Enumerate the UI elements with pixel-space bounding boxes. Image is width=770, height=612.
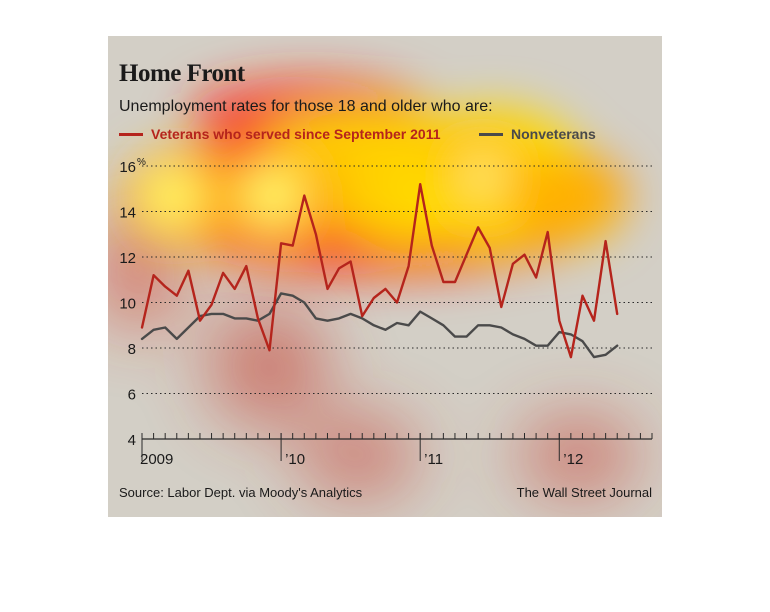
x-axis: 2009 ’10 ’11 ’12 xyxy=(140,433,653,468)
publisher-credit: The Wall Street Journal xyxy=(516,485,652,500)
x-tick-label-2010-01: ’10 xyxy=(285,451,305,468)
chart-card: 4 6 8 10 12 14 16% 2009 ’10 ’11 ’12 Home Front Un… xyxy=(108,36,662,517)
series-line-veterans xyxy=(140,182,619,359)
x-tick-label-2009-01: 2009 xyxy=(140,451,173,468)
y-tick-label-14: 14 xyxy=(119,205,136,222)
legend-label-veterans: Veterans who served since September 2011 xyxy=(151,126,441,142)
legend-label-nonveterans: Nonveterans xyxy=(511,126,596,142)
y-tick-label-12: 12 xyxy=(119,250,136,267)
x-tick-label-2012-01: ’12 xyxy=(563,451,583,468)
chart-title: Home Front xyxy=(119,60,245,87)
legend-item-veterans: Veterans who served since September 2011 xyxy=(119,126,441,142)
x-tick-label-2011-01: ’11 xyxy=(424,451,443,468)
line-chart: 4 6 8 10 12 14 16% 2009 ’10 ’11 ’12 xyxy=(119,157,653,468)
chart-subtitle: Unemployment rates for those 18 and olde… xyxy=(119,98,493,115)
source-note: Source: Labor Dept. via Moody's Analytic… xyxy=(119,485,363,500)
grid-lines xyxy=(142,165,652,394)
y-tick-label-10: 10 xyxy=(119,296,136,313)
series-lines xyxy=(140,182,619,359)
legend-swatch-nonveterans xyxy=(479,132,503,136)
y-unit-label: % xyxy=(137,157,146,168)
y-tick-label-6: 6 xyxy=(128,387,136,404)
y-axis: 4 6 8 10 12 14 16% xyxy=(119,157,146,449)
legend-item-nonveterans: Nonveterans xyxy=(479,126,596,142)
legend-swatch-veterans xyxy=(119,132,143,136)
y-tick-label-8: 8 xyxy=(128,341,136,358)
y-tick-label-4: 4 xyxy=(128,432,136,449)
series-line-nonveterans xyxy=(140,292,619,359)
y-tick-label-16: 16 xyxy=(119,159,136,176)
